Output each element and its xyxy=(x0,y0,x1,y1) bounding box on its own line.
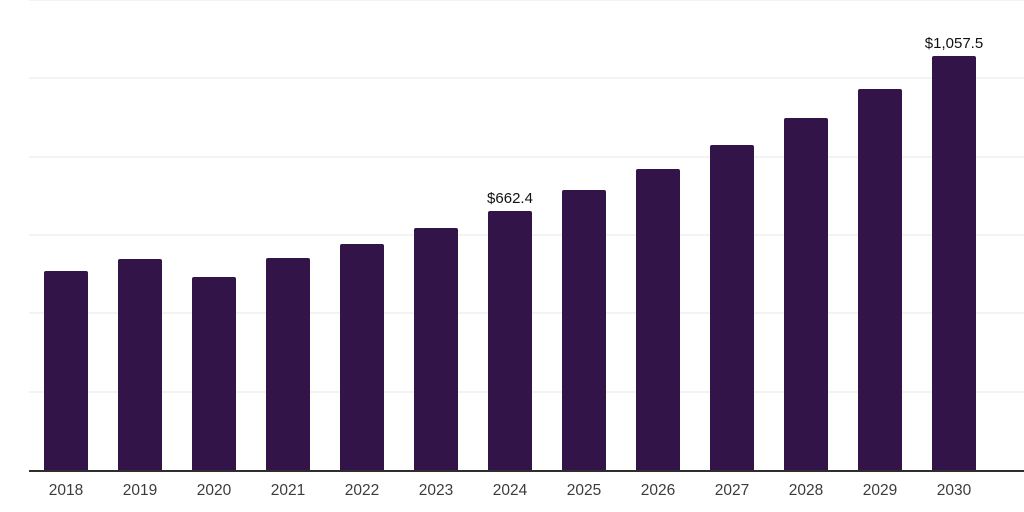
bar-slot: $662.4 xyxy=(473,0,547,470)
x-axis-labels: 2018 2019 2020 2021 2022 2023 2024 2025 2026 2027… xyxy=(29,482,991,501)
bar-2028 xyxy=(784,118,828,470)
x-tick-label: 2018 xyxy=(48,482,84,499)
bar-slot xyxy=(29,0,103,470)
bar-2030 xyxy=(932,55,976,470)
bar-slot xyxy=(325,0,399,470)
bar-slot xyxy=(843,0,917,470)
bar-slot xyxy=(251,0,325,470)
bar-slot xyxy=(547,0,621,470)
bar-2020 xyxy=(192,276,236,470)
bar-2027 xyxy=(710,144,754,470)
x-tick-label: 2026 xyxy=(640,482,676,499)
bar-value-label: $662.4 xyxy=(487,189,533,207)
x-tick-label: 2029 xyxy=(862,482,898,499)
gridline xyxy=(29,77,1024,80)
x-tick-label: 2023 xyxy=(418,482,454,499)
x-tick-label: 2019 xyxy=(122,482,158,499)
bar-slot xyxy=(695,0,769,470)
bar-slot xyxy=(399,0,473,470)
x-tick-label: 2021 xyxy=(270,482,306,499)
x-tick-label: 2027 xyxy=(714,482,750,499)
bar-value-label: $1,057.5 xyxy=(924,34,984,52)
bar-2026 xyxy=(636,168,680,470)
bar-2018 xyxy=(44,270,88,470)
x-tick-label: 2022 xyxy=(344,482,380,499)
bar-2029 xyxy=(858,88,902,470)
x-tick-label: 2020 xyxy=(196,482,232,499)
x-tick-label: 2024 xyxy=(492,482,528,499)
bar-2022 xyxy=(340,244,384,470)
gridline xyxy=(29,0,1024,1)
bar-slot xyxy=(103,0,177,470)
bar-2019 xyxy=(118,258,162,470)
bar-2024 xyxy=(488,210,532,470)
x-tick-label: 2025 xyxy=(566,482,602,499)
x-tick-label: 2030 xyxy=(936,482,972,499)
x-axis-line xyxy=(29,470,1024,472)
bar-slot xyxy=(621,0,695,470)
bar-2025 xyxy=(562,189,606,470)
bar-2023 xyxy=(414,227,458,470)
gridline xyxy=(29,155,1024,158)
bar-slot xyxy=(177,0,251,470)
bar-2021 xyxy=(266,258,310,470)
x-tick-label: 2028 xyxy=(788,482,824,499)
bar-slot xyxy=(769,0,843,470)
bar-slot: $1,057.5 xyxy=(917,0,991,470)
bars-row: $662.4 $1,057.5 xyxy=(29,0,991,470)
